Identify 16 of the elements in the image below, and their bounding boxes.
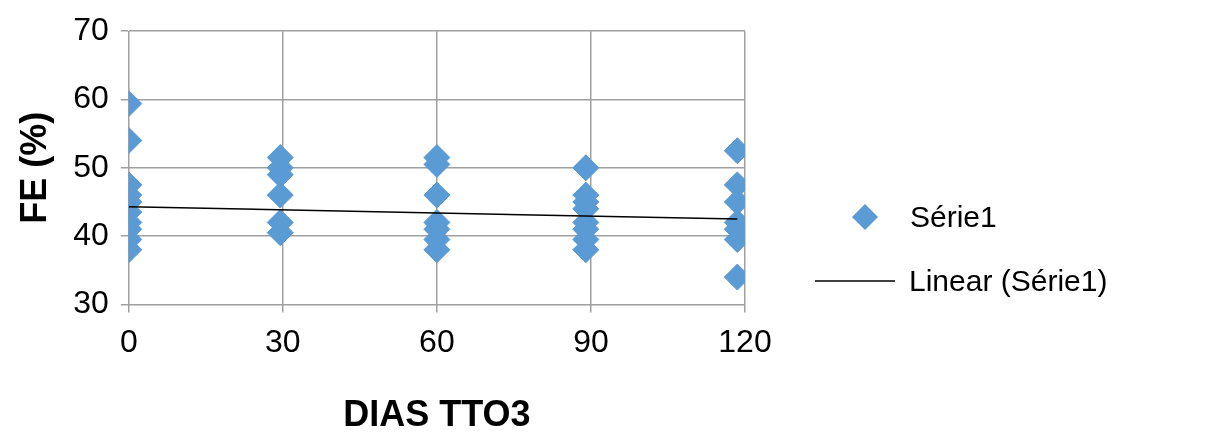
y-tick-label: 50: [73, 147, 109, 184]
legend-label: Série1: [910, 200, 997, 234]
legend-label: Linear (Série1): [909, 264, 1108, 298]
x-tick-label: 120: [718, 323, 772, 360]
y-tick-label: 40: [73, 215, 109, 252]
x-axis-title: DIAS TTO3: [343, 393, 531, 435]
y-tick-label: 60: [73, 79, 109, 116]
point: [572, 154, 600, 182]
y-tick-label: 70: [73, 11, 109, 48]
x-tick-label: 30: [265, 323, 301, 360]
x-tick-label: 60: [419, 323, 455, 360]
x-tick-label: 90: [573, 323, 609, 360]
point: [423, 181, 451, 209]
x-tick-label: 0: [119, 323, 138, 360]
y-axis-title: FE (%): [12, 111, 54, 224]
y-tick-label: 30: [73, 284, 109, 321]
